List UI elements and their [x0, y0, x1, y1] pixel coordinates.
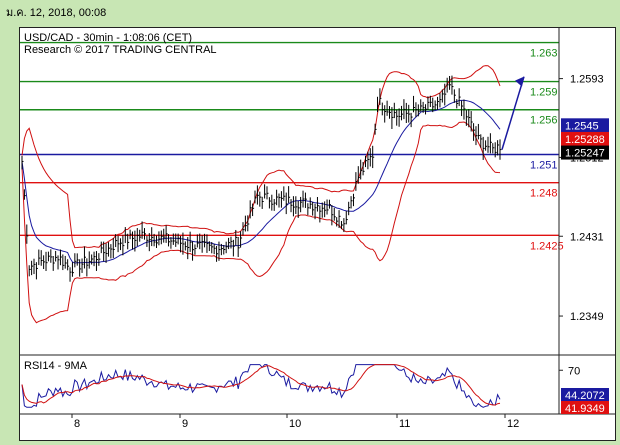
price-tag-box	[561, 131, 609, 146]
rsi-tag-label: 44.2072	[565, 390, 605, 402]
price-tag-label: 1.25247	[565, 148, 605, 160]
rsi-tag-box	[561, 388, 609, 401]
forecast-arrow-line	[501, 76, 525, 150]
x-tick-label: 9	[182, 418, 188, 430]
moving-average	[21, 99, 501, 264]
header-date: ม.ค. 12, 2018, 00:08	[6, 7, 107, 19]
price-tag-label: 1.25288	[565, 134, 605, 146]
bollinger-lower	[21, 121, 501, 324]
rsi-tag-box	[561, 401, 609, 414]
rsi-axis: 70	[559, 365, 580, 377]
price-series	[21, 75, 502, 282]
x-tick-label: 12	[507, 418, 519, 430]
rsi-series	[21, 364, 501, 408]
time-axis: 8 9 10 11 12	[71, 414, 519, 430]
x-tick-label: 10	[289, 418, 301, 430]
price-tags: 1.2545 1.25288 1.25247	[561, 118, 609, 160]
rsi-line	[21, 364, 501, 408]
rsi-ma-line	[21, 364, 501, 406]
y-tick-label: 1.2593	[570, 74, 604, 86]
chart-subtitle: Research © 2017 TRADING CENTRAL	[24, 44, 217, 56]
level-label: 1.2425	[530, 240, 564, 252]
y-tick-label: 1.2431	[570, 231, 604, 243]
rsi-ma-series	[21, 364, 501, 406]
rsi-title: RSI14 - 9MA	[24, 360, 88, 372]
price-tag-label: 1.2545	[565, 120, 599, 132]
y-tick-label: 1.2349	[570, 311, 604, 323]
level-label: 1.256	[530, 115, 558, 127]
forecast-arrow-head	[515, 76, 524, 87]
level-label: 1.259	[530, 87, 558, 99]
forecast-arrow	[501, 76, 525, 150]
support-resistance-levels: 1.263 1.259 1.256 1.251 1.248 1.2425	[20, 41, 564, 252]
rsi-tick-label: 70	[568, 365, 580, 377]
moving-average-line	[21, 99, 501, 264]
level-label: 1.248	[530, 188, 558, 200]
level-label: 1.263	[530, 48, 558, 60]
rsi-tag-label: 41.9349	[565, 403, 605, 415]
level-label: 1.251	[530, 160, 558, 172]
price-tag-box	[561, 145, 609, 160]
chart-title: USD/CAD - 30min - 1:08:06 (CET)	[24, 32, 192, 44]
price-chart: 1.263 1.259 1.256 1.251 1.248 1.2425 1.2593 1.…	[20, 28, 609, 354]
price-tag-box	[561, 118, 609, 133]
x-tick-label: 8	[74, 418, 80, 430]
x-tick-label: 11	[399, 418, 410, 430]
